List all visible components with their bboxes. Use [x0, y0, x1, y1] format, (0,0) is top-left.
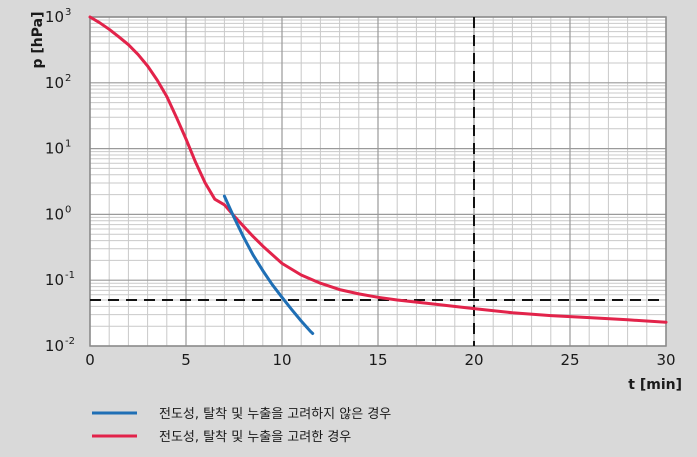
y-tick-exponent: 0 [65, 204, 71, 215]
x-axis-label: t [min] [628, 377, 682, 393]
x-tick-label: 5 [181, 351, 191, 369]
series-layer [88, 15, 668, 335]
legend-label-1: 전도성, 탈착 및 누출을 고려하지 않은 경우 [159, 407, 391, 422]
x-tick-label: 25 [560, 351, 579, 369]
y-tick-label: 10 [45, 271, 64, 289]
y-tick-exponent: 1 [65, 139, 71, 150]
legend-label-2: 전도성, 탈착 및 누출을 고려한 경우 [159, 430, 351, 445]
x-tick-label: 30 [656, 351, 675, 369]
series-line-2 [88, 15, 668, 324]
x-tick-label: 20 [464, 351, 483, 369]
reference-lines [90, 17, 666, 346]
y-tick-label: 10 [45, 140, 64, 158]
x-tick-labels: 0 5 10 15 20 25 30 [85, 351, 675, 369]
y-tick-label: 10 [45, 74, 64, 92]
x-tick-label: 0 [85, 351, 95, 369]
series-line-1 [222, 194, 315, 335]
y-tick-exponent: 3 [65, 7, 71, 18]
y-axis-label: p [hPa] [30, 12, 46, 69]
y-tick-exponent: -2 [65, 336, 75, 347]
x-tick-label: 15 [368, 351, 387, 369]
y-tick-exponent: 2 [65, 73, 71, 84]
y-tick-label: 10 [45, 205, 64, 223]
x-tick-label: 10 [272, 351, 291, 369]
y-tick-label: 10 [45, 337, 64, 355]
y-tick-label: 10 [45, 8, 64, 26]
plot-border [89, 16, 667, 347]
y-tick-exponent: -1 [65, 270, 75, 281]
